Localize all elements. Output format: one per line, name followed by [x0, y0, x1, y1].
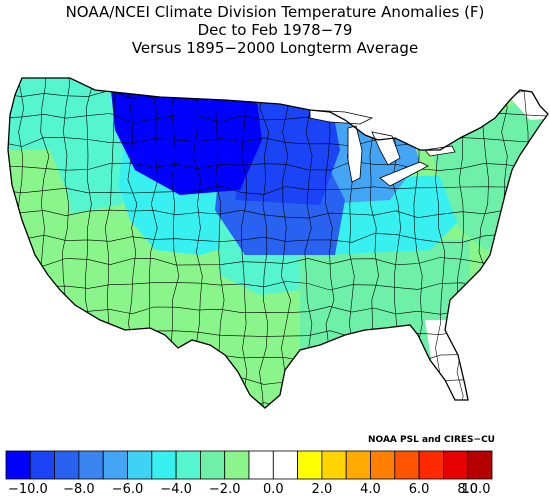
color-scale-tick-labels: −10.0 −8.0 −6.0 −4.0 −2.0 0.0 2.0 4.0 6.0 8.010.0 — [8, 482, 490, 497]
us-climate-division-map — [7, 77, 549, 409]
color-swatch — [102, 450, 128, 480]
color-scale-tick-label: 6.0 — [409, 482, 430, 497]
color-scale-tick-label: 10.0 — [462, 482, 491, 497]
color-swatch — [127, 450, 153, 480]
credit-label: NOAA PSL and CIRES−CU — [368, 435, 495, 445]
lake-michigan — [347, 125, 363, 183]
color-swatch — [418, 450, 444, 480]
color-swatch — [394, 450, 420, 480]
color-swatch — [175, 450, 201, 480]
color-swatch — [78, 450, 104, 480]
color-scale-tick-label: −4.0 — [160, 482, 192, 497]
title-line-1: NOAA/NCEI Climate Division Temperature A… — [65, 3, 485, 21]
color-swatch — [272, 450, 298, 480]
color-swatch — [54, 450, 80, 480]
color-swatch — [345, 450, 371, 480]
great-lakes-water — [309, 109, 456, 187]
anomaly-fill — [8, 78, 548, 408]
color-swatch — [5, 450, 31, 480]
lake-ontario — [424, 145, 456, 157]
color-swatch — [321, 450, 347, 480]
color-scale-tick-label: 8.0 — [457, 482, 478, 497]
color-swatch — [151, 450, 177, 480]
color-swatch — [297, 450, 323, 480]
color-swatch — [29, 450, 55, 480]
color-scale-legend: −10.0 −8.0 −6.0 −4.0 −2.0 0.0 2.0 4.0 6.0 8.010.0 — [5, 450, 493, 497]
color-scale-tick-label: 4.0 — [360, 482, 381, 497]
color-swatch — [224, 450, 250, 480]
color-swatch — [370, 450, 396, 480]
lake-superior — [309, 109, 374, 125]
color-scale-tick-label: −8.0 — [63, 482, 95, 497]
color-scale-swatches — [5, 450, 493, 480]
lake-erie — [379, 161, 429, 187]
title-line-3: Versus 1895−2000 Longterm Average — [131, 39, 419, 57]
color-scale-tick-label: −2.0 — [209, 482, 241, 497]
color-swatch — [442, 450, 469, 480]
color-scale-tick-label: 0.0 — [263, 482, 284, 497]
color-scale-tick-label: −6.0 — [112, 482, 144, 497]
color-swatch — [199, 450, 226, 480]
color-swatch — [467, 450, 493, 480]
color-scale-tick-label: 2.0 — [312, 482, 333, 497]
color-scale-tick-label: −10.0 — [8, 482, 48, 497]
title-line-2: Dec to Feb 1978−79 — [197, 21, 353, 39]
color-swatch — [248, 450, 274, 480]
